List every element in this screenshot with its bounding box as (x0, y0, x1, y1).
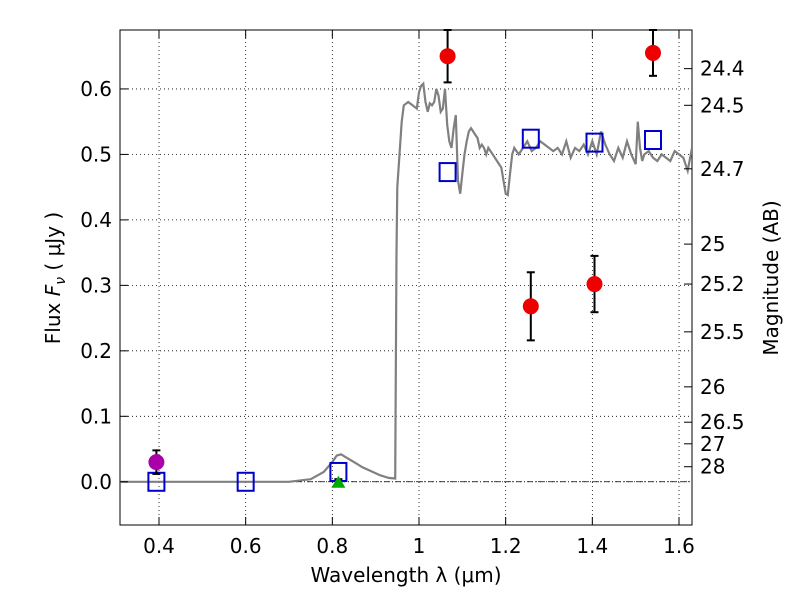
magnitude-tick-label: 25.5 (700, 320, 745, 344)
x-tick-label: 1.4 (576, 534, 608, 558)
x-tick-label: 1 (413, 534, 426, 558)
upper-limit-triangle (331, 475, 346, 488)
x-tick-label: 0.8 (316, 534, 348, 558)
x-tick-label: 1.2 (490, 534, 522, 558)
data-layer (120, 29, 692, 492)
sed-model-line (120, 81, 692, 483)
y-axis-title-suffix: ( μJy ) (41, 212, 65, 277)
y2-axis-title: Magnitude (AB) (759, 200, 783, 355)
y-tick-label: 0.2 (80, 339, 112, 363)
y-axis-title-subscript: ν (53, 277, 69, 285)
y-tick-label: 0.4 (80, 208, 112, 232)
axes: 0.4 0.6 0.8 1 1.2 1.4 1.6 0.0 0.1 0.2 0.3 0.4 0.5 0.6… (80, 30, 745, 558)
magnitude-tick-label: 25 (700, 232, 725, 256)
model-photometry-square (236, 471, 255, 492)
y-axis-title-symbol: F (41, 284, 65, 296)
x-axis-title: Wavelength λ (μm) (310, 563, 501, 587)
y-axis-title: Flux Fν ( μJy ) (41, 212, 69, 344)
model-photometry-square (644, 130, 662, 150)
model-photometry-square (585, 132, 604, 153)
model-photometry-square (521, 128, 540, 149)
magnitude-tick-label: 26.5 (700, 410, 745, 434)
x-tick-label: 0.4 (143, 534, 175, 558)
y-tick-label: 0.6 (80, 77, 112, 101)
magnitude-tick-label: 24.5 (700, 93, 745, 117)
flux-point (148, 454, 165, 471)
flux-point (522, 298, 539, 315)
y-tick-label: 0.3 (80, 273, 112, 297)
x-tick-label: 1.6 (663, 534, 695, 558)
flux-point (645, 44, 661, 61)
x-tick-label: 0.6 (230, 534, 262, 558)
flux-point (586, 276, 603, 293)
magnitude-tick-label: 28 (700, 455, 725, 479)
magnitude-tick-label: 24.7 (700, 157, 745, 181)
y-tick-label: 0.1 (80, 404, 112, 428)
y-tick-label: 0.0 (80, 470, 112, 494)
flux-point (439, 48, 456, 65)
model-photometry-square (438, 162, 457, 183)
magnitude-tick-label: 25.2 (700, 272, 745, 296)
magnitude-tick-label: 26 (700, 375, 725, 399)
y-axis-title-prefix: Flux (41, 296, 65, 344)
y-tick-label: 0.5 (80, 142, 112, 166)
magnitude-tick-label: 27 (700, 432, 725, 456)
magnitude-tick-label: 24.4 (700, 57, 745, 81)
